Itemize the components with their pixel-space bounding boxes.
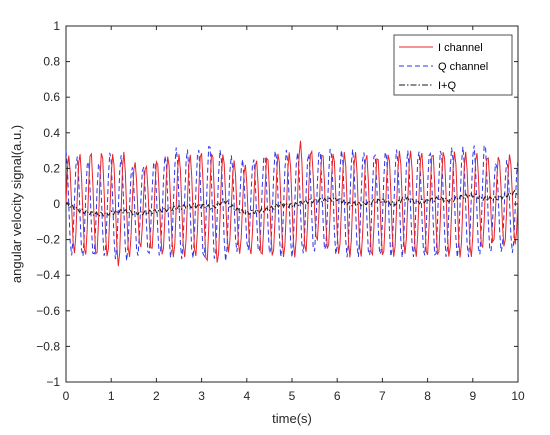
- y-tick-label: 0.8: [43, 55, 60, 69]
- x-tick-label: 0: [63, 389, 70, 403]
- y-tick-label: −1: [46, 375, 60, 389]
- y-tick-label: 0: [53, 197, 60, 211]
- x-tick-label: 10: [511, 389, 525, 403]
- legend: I channel Q channel I+Q: [393, 34, 513, 96]
- y-tick-label: −0.6: [36, 304, 60, 318]
- x-tick-label: 1: [108, 389, 115, 403]
- y-tick-label: 0.4: [43, 126, 60, 140]
- series-layer: [65, 140, 519, 267]
- x-tick-label: 6: [334, 389, 341, 403]
- y-axis-label: angular velocity signal(a.u.): [9, 125, 24, 283]
- series-line-i-channel: [65, 140, 519, 267]
- x-tick-label: 2: [153, 389, 160, 403]
- x-tick-label: 4: [243, 389, 250, 403]
- series-line-q-channel: [65, 145, 519, 261]
- x-tick-label: 5: [289, 389, 296, 403]
- y-tick-label: −0.4: [36, 268, 60, 282]
- x-axis-label: time(s): [272, 411, 312, 426]
- y-tick-label: 0.6: [43, 90, 60, 104]
- y-tick-label: 1: [53, 19, 60, 33]
- x-tick-label: 8: [424, 389, 431, 403]
- y-tick-label: −0.8: [36, 339, 60, 353]
- legend-label-i-channel: I channel: [438, 42, 483, 54]
- series-line-i-plus-q: [65, 189, 519, 218]
- y-tick-label: 0.2: [43, 161, 60, 175]
- legend-label-i-plus-q: I+Q: [438, 80, 456, 92]
- x-tick-label: 3: [198, 389, 205, 403]
- x-tick-label: 9: [469, 389, 476, 403]
- legend-label-q-channel: Q channel: [438, 61, 488, 73]
- axis-ticks: 0 1 2 3 4 5 6 7 8 9 10 1 0.8 0.6 0.4 0.2 0 −0.2 −0.4 −0.6 −0…: [36, 19, 525, 403]
- y-tick-label: −0.2: [36, 233, 60, 247]
- x-tick-label: 7: [379, 389, 386, 403]
